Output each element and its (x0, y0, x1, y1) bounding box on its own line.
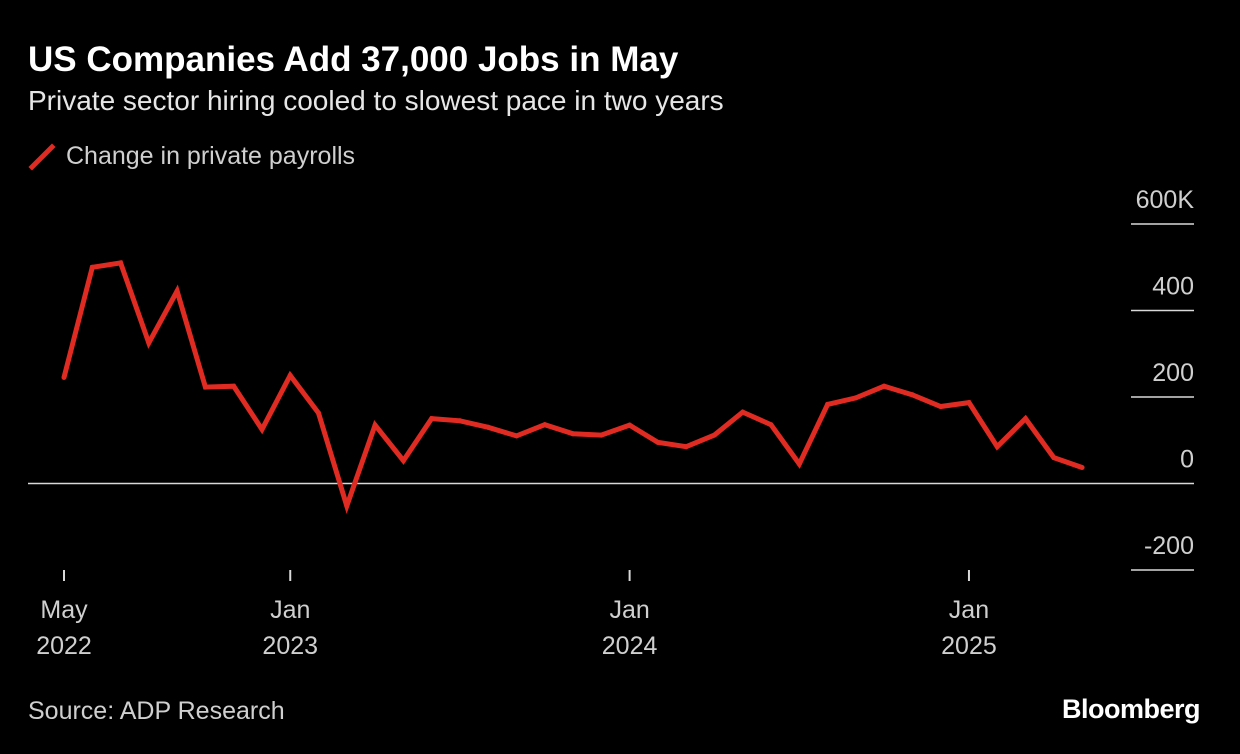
data-point (485, 424, 491, 430)
chart-subtitle: Private sector hiring cooled to slowest … (28, 85, 724, 116)
data-point (938, 404, 944, 409)
x-tick-label-month: May (40, 596, 88, 624)
x-axis: May 2022 Jan 2023 Jan 2024 Jan 2025 (36, 570, 997, 660)
data-point (542, 422, 548, 428)
y-axis: 600K 400 200 0 -200 (28, 186, 1195, 571)
chart-title: US Companies Add 37,000 Jobs in May (28, 40, 679, 79)
y-tick-label: -200 (1144, 532, 1194, 560)
data-point (344, 503, 350, 509)
data-point (853, 395, 859, 401)
series-line-private-payrolls (61, 260, 1083, 515)
data-point (514, 433, 519, 439)
source-note: Source: ADP Research (28, 697, 285, 725)
data-point (570, 431, 576, 437)
bloomberg-logo: Bloomberg (1061, 694, 1201, 724)
data-point (768, 422, 774, 428)
data-point (400, 458, 406, 464)
y-tick-label: 600K (1136, 186, 1195, 214)
x-tick-label-month: Jan (270, 596, 310, 624)
x-tick-label-month: Jan (609, 596, 649, 624)
data-point (627, 422, 633, 428)
x-tick-label-year: 2022 (36, 632, 92, 660)
data-point (174, 288, 180, 294)
data-point (740, 409, 746, 415)
data-point (909, 392, 915, 398)
data-point (89, 264, 95, 270)
y-tick-label: 400 (1152, 273, 1194, 301)
data-point (1023, 416, 1028, 422)
data-point (825, 401, 831, 407)
data-point (259, 426, 265, 432)
data-point (683, 444, 689, 450)
legend-swatch-icon (28, 142, 56, 171)
legend-label: Change in private payrolls (66, 142, 356, 170)
data-point (202, 384, 208, 390)
legend: Change in private payrolls (28, 142, 355, 171)
data-point (796, 461, 802, 467)
x-tick-label-year: 2025 (941, 632, 997, 660)
data-point (316, 410, 321, 416)
data-point (1051, 455, 1057, 461)
data-point (61, 375, 67, 380)
x-tick-label-month: Jan (949, 596, 989, 624)
data-point (429, 416, 435, 422)
data-point (994, 444, 1000, 450)
y-tick-label: 200 (1152, 359, 1194, 387)
data-point (231, 383, 237, 389)
data-point (881, 383, 887, 389)
data-point (457, 418, 463, 424)
data-point (287, 372, 293, 378)
data-point (146, 340, 152, 346)
series-layer (61, 260, 1085, 515)
x-tick-label-year: 2023 (262, 632, 318, 660)
data-point (118, 260, 124, 266)
data-point (655, 439, 661, 445)
data-point (1079, 465, 1085, 470)
data-point (966, 400, 972, 406)
x-tick-label-year: 2024 (602, 632, 658, 660)
data-point (711, 432, 717, 438)
y-tick-label: 0 (1180, 446, 1194, 474)
data-point (598, 432, 604, 438)
data-point (372, 422, 378, 428)
